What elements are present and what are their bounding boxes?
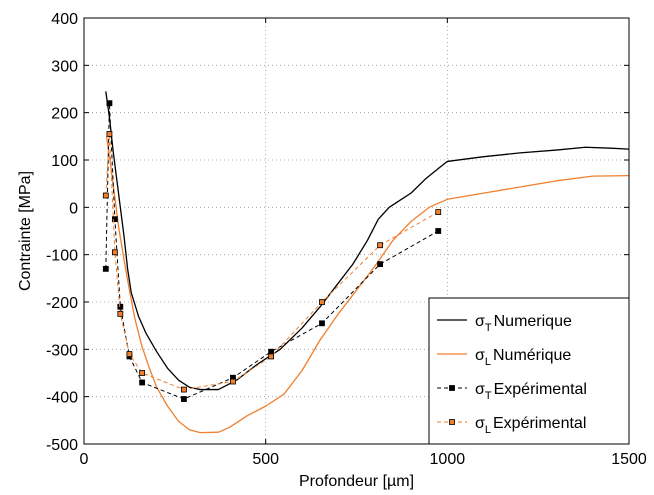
data-point [111, 216, 118, 223]
data-point [117, 303, 124, 310]
data-point [230, 378, 236, 385]
legend-label: σL Expérimental [475, 415, 586, 436]
data-point [319, 320, 325, 327]
data-point [319, 299, 325, 305]
y-tick-label: -500 [46, 437, 78, 454]
data-point [102, 265, 109, 272]
legend-label: σT Expérimental [475, 381, 587, 402]
legend-symbol: σ [475, 313, 485, 330]
series-layer [102, 91, 630, 434]
legend-text: Numerique [494, 313, 572, 330]
legend-subscript: T [485, 322, 492, 334]
legend-entry: σT Expérimental [437, 381, 587, 402]
data-point [111, 249, 118, 256]
x-axis-label: Profondeur [µm] [299, 473, 414, 490]
legend-entry: σT Numerique [437, 313, 572, 334]
data-point [106, 100, 113, 107]
series-3 [102, 100, 442, 402]
series-2 [105, 136, 630, 434]
legend-text: Expérimental [494, 381, 587, 398]
legend-marker [449, 385, 455, 391]
series-4 [102, 131, 442, 393]
legend-subscript: L [485, 424, 491, 436]
data-point [102, 192, 109, 199]
legend-text: Numérique [493, 347, 571, 364]
y-tick-label: -300 [46, 342, 78, 359]
data-point [377, 261, 384, 268]
y-tick-label: -400 [46, 390, 78, 407]
data-point [377, 242, 384, 249]
data-point [268, 353, 275, 360]
legend-label: σT Numerique [475, 313, 572, 334]
y-tick-label: -100 [46, 248, 78, 265]
data-point [181, 386, 187, 393]
data-point [126, 351, 133, 357]
grid [84, 18, 629, 444]
y-tick-label: -200 [46, 295, 78, 312]
legend-box [428, 297, 630, 445]
y-tick-label: 100 [51, 153, 78, 170]
legend-subscript: L [485, 356, 491, 368]
ticks: 0 500 1000 1500 -500 -400 -300 -200 -100 0 100 200 3… [46, 11, 647, 468]
legend-symbol: σ [475, 347, 485, 364]
series-line [105, 136, 630, 434]
data-point [106, 131, 113, 137]
series-line [105, 91, 630, 391]
legend-entry: σL Numérique [437, 347, 571, 368]
legend-subscript: T [485, 390, 492, 402]
legend-entry: σL Expérimental [437, 415, 586, 436]
x-tick-label: 500 [252, 451, 279, 468]
series-line [105, 102, 439, 400]
data-point [139, 370, 146, 376]
plot-frame [83, 17, 630, 445]
y-tick-label: 400 [51, 11, 78, 28]
data-point [268, 348, 275, 355]
legend-marker [449, 419, 455, 425]
y-axis-label: Contrainte [MPa] [17, 171, 34, 291]
x-tick-label: 0 [80, 451, 89, 468]
data-point [435, 209, 442, 215]
legend-symbol: σ [475, 381, 485, 398]
legend-text: Expérimental [493, 415, 586, 432]
data-point [181, 396, 187, 402]
x-tick-label: 1000 [430, 451, 466, 468]
y-tick-label: 300 [51, 58, 78, 75]
data-point [139, 379, 146, 386]
y-tick-label: 200 [51, 106, 78, 123]
series-1 [105, 91, 630, 391]
y-tick-label: 0 [69, 200, 78, 217]
legend-symbol: σ [475, 415, 485, 432]
data-point [117, 310, 124, 317]
series-line [105, 133, 439, 391]
data-point [435, 228, 442, 234]
x-tick-label: 1500 [611, 451, 647, 468]
legend-label: σL Numérique [475, 347, 571, 368]
